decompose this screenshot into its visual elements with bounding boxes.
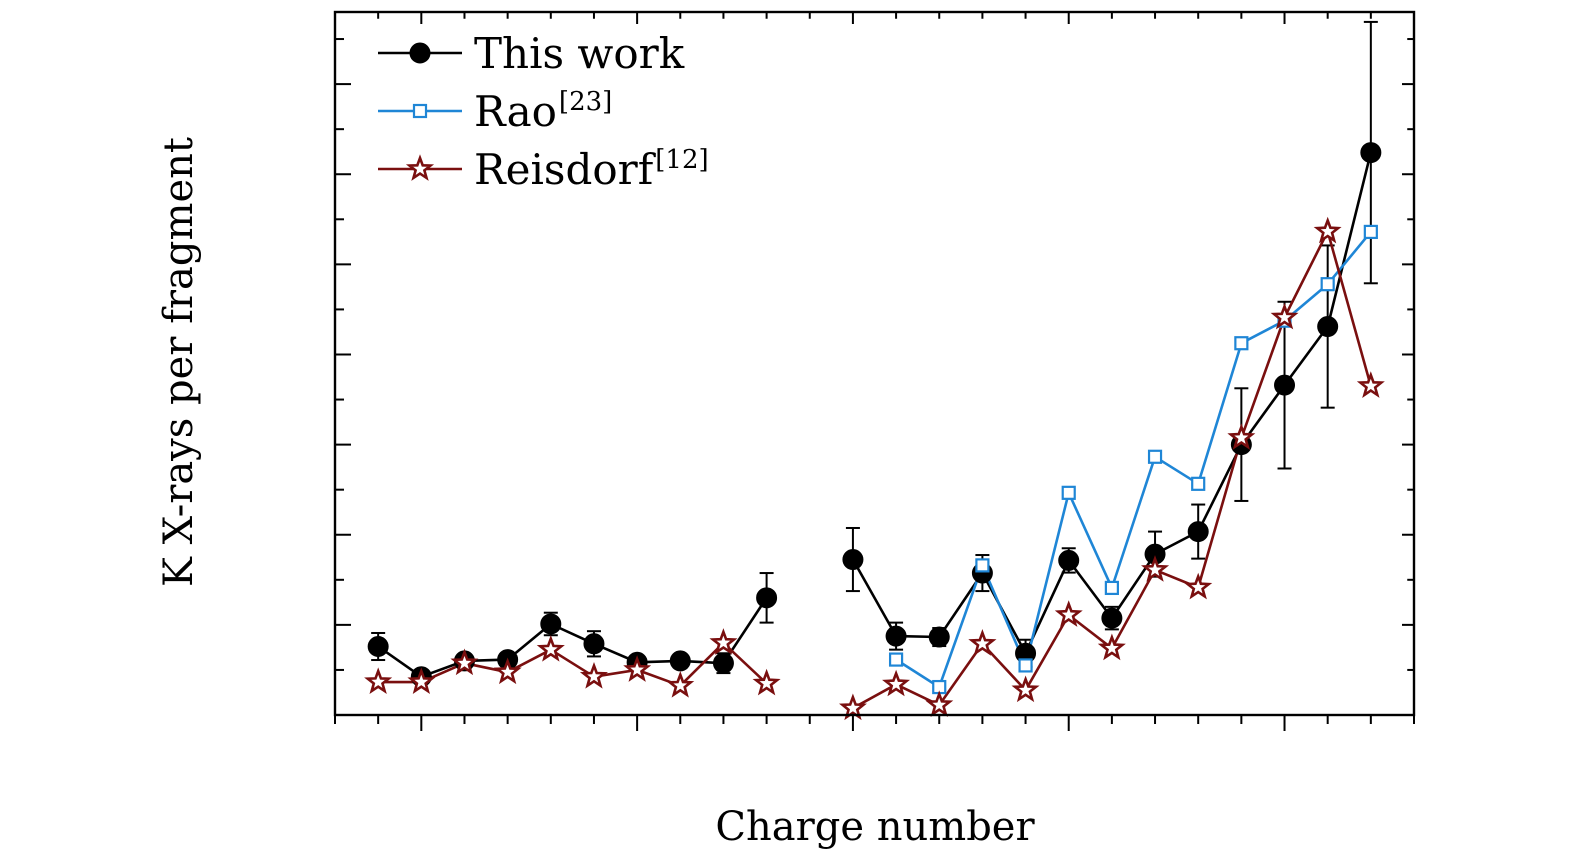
data-point — [364, 667, 393, 695]
legend-label-main: This work — [474, 29, 685, 78]
data-point — [583, 633, 605, 655]
data-point — [1147, 449, 1163, 464]
data-point — [1018, 658, 1033, 673]
data-point — [1227, 423, 1256, 450]
series-rao — [895, 231, 1372, 689]
legend-marker — [405, 154, 435, 181]
plot-area — [364, 20, 1385, 721]
data-point — [1320, 277, 1335, 292]
data-point — [1101, 607, 1123, 629]
data-point — [1274, 374, 1296, 396]
series-line — [895, 231, 1372, 689]
data-point — [1313, 216, 1342, 244]
x-axis-title: Charge number — [715, 804, 1035, 850]
data-point — [968, 629, 997, 656]
axes — [333, 10, 1416, 731]
data-point — [493, 657, 522, 685]
series-line — [851, 152, 1373, 655]
data-point — [666, 670, 695, 698]
legend-entry-rao: Rao[23] — [378, 87, 612, 136]
data-point — [1234, 336, 1249, 351]
data-point — [1054, 600, 1083, 627]
data-point — [842, 549, 864, 571]
y-axis-title: K X-rays per fragment — [156, 137, 202, 587]
legend: This work Rao[23] Reisdorf[12] — [378, 29, 709, 194]
data-point — [1104, 580, 1119, 596]
data-point — [536, 634, 565, 662]
data-point — [1011, 675, 1040, 703]
legend-entry-this-work: This work — [378, 29, 685, 78]
data-point — [709, 628, 738, 655]
legend-marker — [412, 103, 428, 119]
data-point — [1097, 633, 1126, 661]
data-point — [928, 626, 950, 648]
legend-label: Reisdorf[12] — [474, 145, 709, 194]
data-point — [752, 668, 781, 696]
data-point — [925, 690, 954, 718]
data-point — [1270, 302, 1299, 330]
data-point — [1317, 316, 1339, 338]
data-point — [1061, 485, 1076, 500]
series-line — [378, 641, 768, 688]
data-point — [756, 587, 778, 609]
markers-this-work — [367, 142, 1382, 688]
data-point — [882, 669, 910, 697]
data-point — [1191, 476, 1206, 491]
data-point — [888, 652, 904, 667]
data-point — [450, 648, 479, 676]
data-point — [839, 693, 867, 721]
legend-label: This work — [474, 29, 685, 78]
data-point — [712, 652, 734, 674]
legend-label-main: Rao — [474, 87, 557, 136]
data-point — [623, 655, 652, 682]
data-point — [669, 650, 691, 672]
legend-label-main: Reisdorf — [474, 145, 657, 194]
data-point — [367, 636, 389, 658]
data-point — [407, 667, 436, 695]
data-point — [1058, 549, 1080, 571]
markers-reisdorf — [364, 216, 1385, 721]
data-point — [540, 613, 562, 635]
plot-frame — [333, 10, 1416, 717]
data-point — [1356, 371, 1385, 398]
series-line — [377, 597, 768, 679]
data-point — [1363, 224, 1378, 240]
data-point — [1141, 555, 1170, 582]
series-reisdorf — [378, 230, 1373, 710]
data-point — [1360, 142, 1382, 164]
legend-marker — [409, 42, 431, 64]
legend-label-superscript: [12] — [655, 145, 708, 175]
legend-entry-reisdorf: Reisdorf[12] — [378, 145, 709, 194]
legend-label: Rao[23] — [474, 87, 612, 136]
data-point — [885, 625, 907, 647]
legend-label-superscript: [23] — [559, 87, 612, 117]
data-point — [579, 661, 608, 689]
data-point — [1184, 572, 1213, 600]
data-point — [1187, 521, 1209, 543]
data-point — [975, 558, 990, 573]
